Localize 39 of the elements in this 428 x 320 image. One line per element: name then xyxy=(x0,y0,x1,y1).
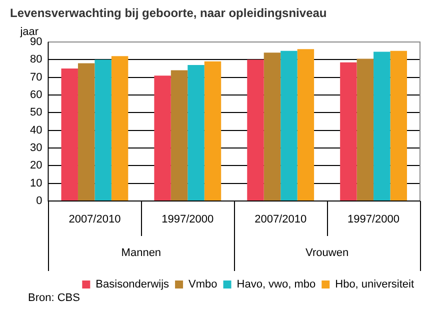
text: Vrouwen xyxy=(306,247,349,260)
bar xyxy=(154,76,171,200)
y-tick-label: 20 xyxy=(30,160,42,172)
x-tick-label: 2007/2010 xyxy=(68,214,121,226)
x-tick-label: 1997/2000 xyxy=(162,214,214,226)
legend-label: Havo, vwo, mbo xyxy=(236,278,316,291)
bar xyxy=(297,49,314,200)
y-tick-label: 60 xyxy=(30,89,42,102)
chart-title: Levensverwachting bij geboorte, naar opleidingsniveau xyxy=(10,6,327,20)
y-tick-label: 80 xyxy=(30,54,42,66)
x-tick-label: 1997/2000 xyxy=(348,214,400,226)
text: Bron: CBS xyxy=(28,292,80,304)
y-tick-label: 0 xyxy=(36,195,42,208)
bar xyxy=(247,60,264,200)
bar xyxy=(111,56,128,200)
y-tick-label: 50 xyxy=(30,106,42,119)
bar xyxy=(280,50,298,200)
bar xyxy=(264,52,281,200)
y-tick-label: 10 xyxy=(30,177,42,190)
bar xyxy=(356,58,374,200)
bar xyxy=(188,64,204,200)
bar xyxy=(61,68,78,200)
y-tick-label: 90 xyxy=(30,36,42,48)
bar xyxy=(170,70,188,200)
legend-label: Vmbo xyxy=(188,278,218,291)
legend-label: Basisonderwijs xyxy=(96,278,170,291)
legend-label: Hbo, universiteit xyxy=(335,278,414,291)
bar xyxy=(340,62,357,200)
y-tick-label: 70 xyxy=(30,71,42,84)
bar xyxy=(390,50,407,200)
bar xyxy=(94,60,112,200)
bar xyxy=(78,63,95,200)
x-tick-label: 2007/2010 xyxy=(254,214,307,226)
bar xyxy=(374,52,390,200)
y-tick-label: 40 xyxy=(30,124,42,136)
y-tick-label: 30 xyxy=(30,142,42,154)
text: Mannen xyxy=(121,247,162,260)
y-axis-title: jaar xyxy=(19,26,39,38)
bar xyxy=(204,61,222,200)
